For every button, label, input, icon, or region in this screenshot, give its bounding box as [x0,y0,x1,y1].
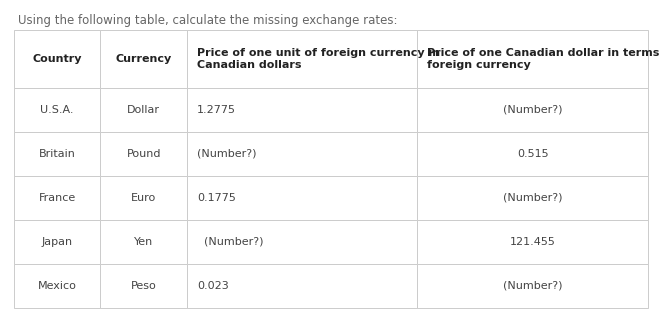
Text: (Number?): (Number?) [503,105,562,115]
Text: (Number?): (Number?) [197,149,256,159]
Bar [418,176,648,220]
Bar [187,264,418,308]
Bar [100,176,187,220]
Text: 0.1775: 0.1775 [197,193,236,203]
Text: Price of one Canadian dollar in terms of
foreign currency: Price of one Canadian dollar in terms of… [428,48,660,70]
Text: Pound: Pound [127,149,161,159]
Text: Peso: Peso [131,281,156,291]
Bar [418,132,648,176]
Text: (Number?): (Number?) [503,281,562,291]
Text: Currency: Currency [115,54,172,64]
Text: Price of one unit of foreign currency in
Canadian dollars: Price of one unit of foreign currency in… [197,48,440,70]
Text: (Number?): (Number?) [503,193,562,203]
Text: 0.515: 0.515 [517,149,548,159]
Bar [187,220,418,264]
Bar [187,176,418,220]
Bar [14,176,100,220]
Bar [14,30,100,88]
Text: Japan: Japan [42,237,73,247]
Bar [418,264,648,308]
Text: 121.455: 121.455 [510,237,556,247]
Bar [14,132,100,176]
Bar [418,88,648,132]
Text: (Number?): (Number?) [197,237,263,247]
Text: 0.023: 0.023 [197,281,228,291]
Text: Yen: Yen [134,237,153,247]
Bar [14,88,100,132]
Text: 1.2775: 1.2775 [197,105,236,115]
Bar [14,264,100,308]
Bar [100,132,187,176]
Bar [187,30,418,88]
Text: Country: Country [32,54,82,64]
Text: France: France [38,193,76,203]
Bar [100,88,187,132]
Bar [187,132,418,176]
Bar [100,30,187,88]
Text: Mexico: Mexico [38,281,77,291]
Bar [418,220,648,264]
Bar [100,264,187,308]
Bar [187,88,418,132]
Text: U.S.A.: U.S.A. [40,105,74,115]
Text: Using the following table, calculate the missing exchange rates:: Using the following table, calculate the… [18,14,397,27]
Text: Dollar: Dollar [127,105,160,115]
Bar [100,220,187,264]
Text: Euro: Euro [131,193,156,203]
Bar [14,220,100,264]
Bar [418,30,648,88]
Text: Britain: Britain [39,149,76,159]
